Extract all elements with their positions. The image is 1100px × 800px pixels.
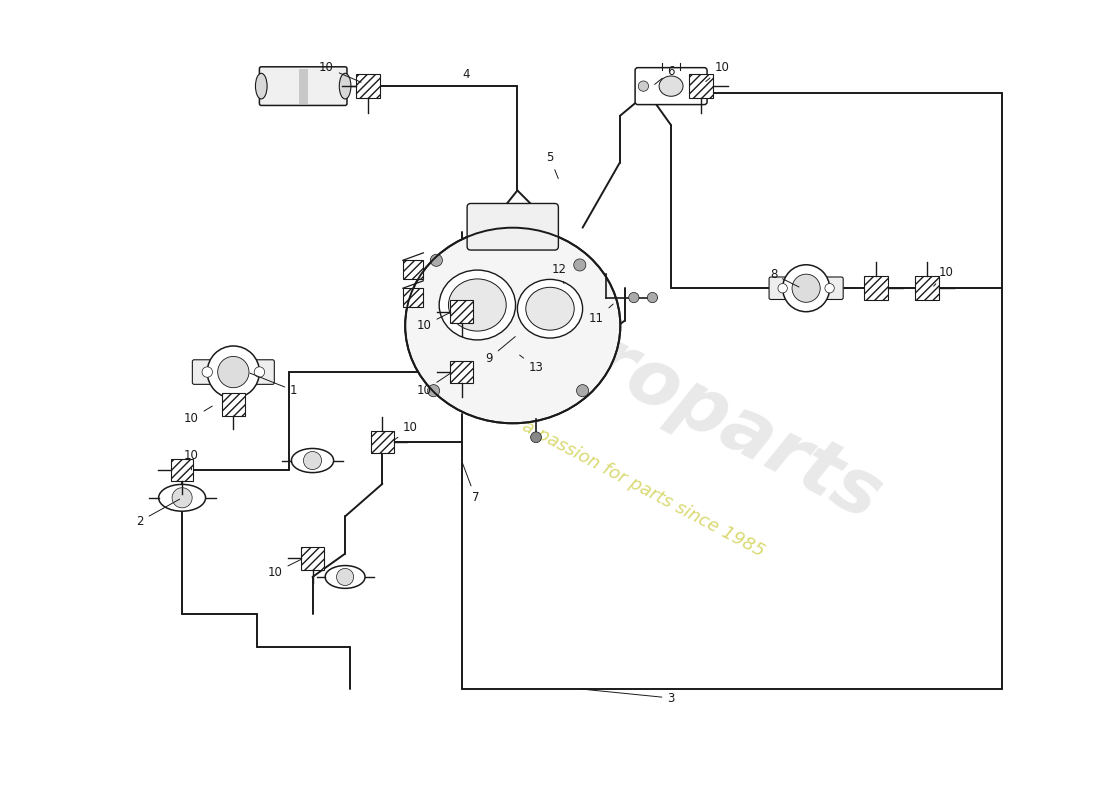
Text: 10: 10 [706, 61, 729, 82]
Bar [689, 74, 713, 98]
Bar [450, 361, 473, 383]
Circle shape [574, 259, 586, 271]
FancyBboxPatch shape [468, 203, 559, 250]
Text: 8: 8 [770, 268, 799, 287]
Circle shape [428, 385, 440, 397]
Text: 10: 10 [417, 374, 450, 397]
Bar [864, 276, 888, 300]
Circle shape [218, 357, 249, 388]
Ellipse shape [659, 76, 683, 96]
Text: 13: 13 [519, 355, 543, 374]
Text: a passion for parts since 1985: a passion for parts since 1985 [519, 417, 768, 560]
Circle shape [430, 254, 442, 266]
FancyBboxPatch shape [635, 68, 707, 105]
Text: 10: 10 [417, 313, 450, 332]
Bar [403, 288, 424, 307]
Circle shape [778, 283, 788, 293]
Circle shape [638, 81, 649, 91]
Text: 10: 10 [184, 450, 199, 470]
Circle shape [207, 346, 260, 398]
Text: 4: 4 [462, 67, 471, 86]
Circle shape [825, 283, 834, 293]
Text: 9: 9 [486, 337, 515, 365]
Bar [170, 458, 194, 481]
Bar [915, 276, 939, 300]
Text: 1: 1 [250, 373, 298, 397]
Ellipse shape [292, 449, 333, 473]
Circle shape [172, 488, 192, 508]
Circle shape [254, 367, 265, 378]
Ellipse shape [255, 74, 267, 99]
Ellipse shape [326, 566, 365, 588]
Text: 10: 10 [934, 266, 954, 286]
Bar [356, 74, 381, 98]
Circle shape [783, 265, 829, 312]
FancyBboxPatch shape [260, 67, 346, 106]
Text: 2: 2 [136, 499, 179, 527]
Circle shape [629, 293, 639, 302]
Circle shape [304, 451, 321, 470]
Text: 11: 11 [590, 304, 613, 326]
Bar [222, 394, 244, 416]
Text: 10: 10 [394, 422, 418, 440]
Text: 10: 10 [184, 406, 212, 425]
Ellipse shape [405, 228, 620, 423]
Circle shape [694, 81, 704, 91]
Ellipse shape [517, 279, 583, 338]
Ellipse shape [339, 74, 351, 99]
FancyBboxPatch shape [192, 360, 274, 384]
Circle shape [576, 385, 588, 397]
FancyBboxPatch shape [769, 277, 844, 299]
Text: 6: 6 [654, 65, 674, 84]
Ellipse shape [526, 287, 574, 330]
Bar [403, 260, 424, 279]
Text: europarts: europarts [486, 273, 893, 536]
Bar [371, 430, 394, 453]
Text: 5: 5 [547, 151, 559, 178]
Circle shape [530, 432, 541, 442]
Circle shape [647, 293, 658, 302]
Text: 12: 12 [552, 263, 567, 283]
Circle shape [792, 274, 821, 302]
Text: 10: 10 [319, 61, 361, 82]
Ellipse shape [449, 279, 506, 331]
Circle shape [337, 569, 353, 586]
Bar [298, 69, 308, 103]
Bar [450, 300, 473, 322]
Circle shape [202, 367, 212, 378]
Ellipse shape [158, 484, 206, 511]
Ellipse shape [439, 270, 516, 340]
Bar [301, 547, 323, 570]
Text: 3: 3 [581, 689, 674, 705]
Text: 10: 10 [267, 559, 300, 579]
Text: 7: 7 [462, 463, 480, 504]
